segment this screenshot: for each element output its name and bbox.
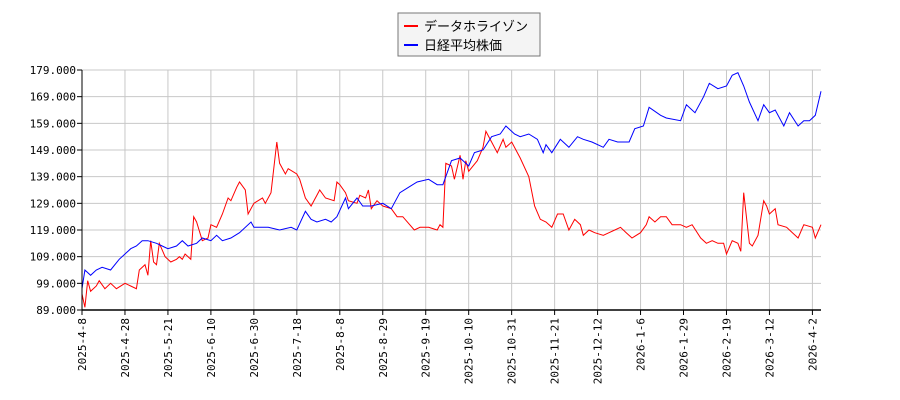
y-tick-label: 99.000 [36,277,76,290]
x-tick-label: 2026-2-19 [720,318,733,378]
series-lines [81,72,822,308]
grid [81,69,821,311]
legend-label-0: データホライゾン [424,19,528,35]
x-tick-label: 2025-4-28 [119,318,132,378]
y-tick-label: 109.000 [30,251,76,264]
x-tick-label: 2025-10-10 [463,318,476,384]
x-tick-label: 2026-1-29 [678,318,691,378]
y-tick-label: 89.000 [36,304,76,317]
x-tick-label: 2025-4-8 [76,318,89,371]
series-line-1 [81,72,822,289]
y-tick-label: 129.000 [30,197,76,210]
x-tick-label: 2025-7-18 [291,318,304,378]
x-tick-label: 2025-11-21 [549,318,562,384]
x-tick-label: 2026-3-12 [763,318,776,378]
axes: 89.000 99.000 109.000 119.000 129.000 139.000… [30,64,821,384]
x-tick-label: 2025-8-8 [334,318,347,371]
y-tick-label: 119.000 [30,224,76,237]
x-tick-label: 2025-9-19 [420,318,433,378]
legend-box [397,12,541,57]
y-tick-label: 139.000 [30,171,76,184]
legend: データホライゾン 日経平均株価 [397,12,541,57]
y-tick-label: 179.000 [30,64,76,77]
x-tick-label: 2025-6-10 [205,318,218,378]
x-tick-label: 2026-1-6 [635,318,648,371]
x-tick-label: 2025-10-31 [506,318,519,384]
y-tick-label: 169.000 [30,91,76,104]
y-tick-label: 159.000 [30,117,76,130]
series-line-0 [81,129,822,308]
x-tick-label: 2025-6-30 [248,318,261,378]
x-tick-label: 2026-4-2 [806,318,819,371]
x-tick-label: 2025-5-21 [162,318,175,378]
legend-label-1: 日経平均株価 [424,39,502,54]
x-tick-label: 2025-12-12 [592,318,605,384]
y-tick-label: 149.000 [30,144,76,157]
x-tick-label: 2025-8-29 [377,318,390,378]
